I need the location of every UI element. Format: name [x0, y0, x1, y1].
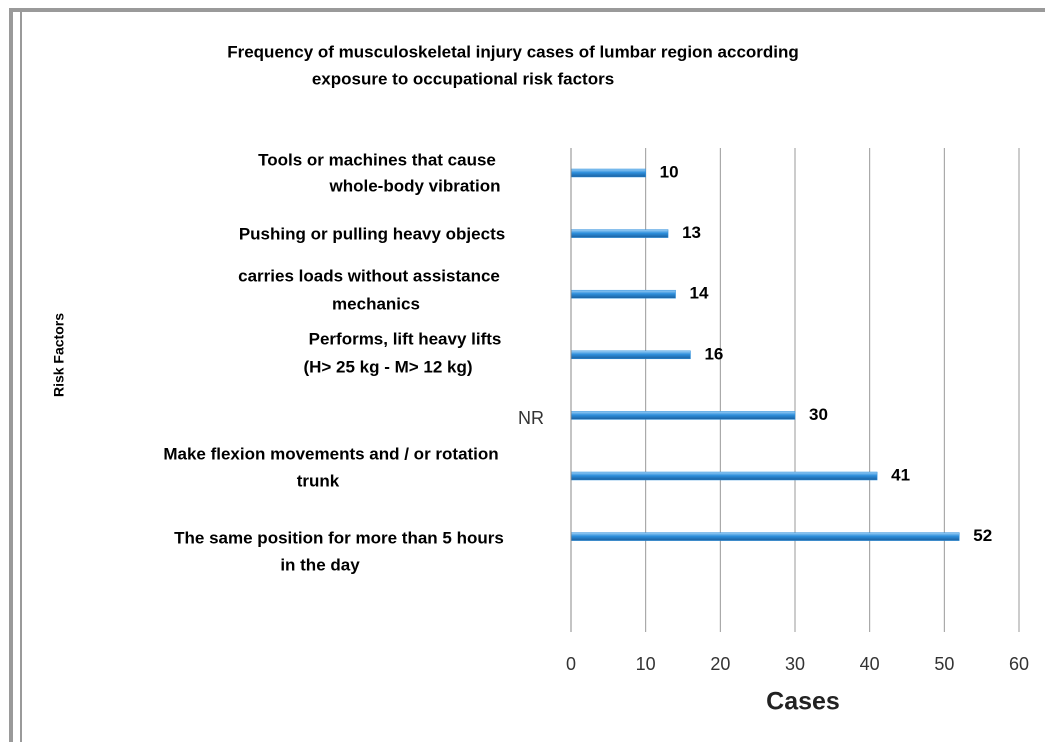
y-tick-label: mechanics [332, 294, 420, 313]
x-tick-label: 30 [785, 654, 805, 674]
bar [570, 168, 646, 178]
bar [570, 532, 960, 541]
y-tick-label: The same position for more than 5 hours [174, 528, 504, 547]
chart-title: exposure to occupational risk factors [312, 69, 614, 88]
value-label: 13 [682, 223, 701, 242]
value-label: 16 [704, 344, 723, 363]
bar [570, 471, 878, 481]
x-tick-label: 50 [934, 654, 954, 674]
y-tick-label: Tools or machines that cause [258, 150, 496, 169]
x-tick-label: 10 [636, 654, 656, 674]
value-label: 30 [809, 405, 828, 424]
y-axis-label: Risk Factors [51, 313, 67, 397]
y-tick-label: NR [518, 408, 544, 428]
value-label: 14 [690, 284, 709, 303]
value-label: 41 [891, 465, 910, 484]
y-tick-label: (H> 25 kg - M> 12 kg) [303, 357, 472, 376]
bar [570, 350, 691, 360]
y-tick-label: carries loads without assistance [238, 266, 500, 285]
chart-title: Frequency of musculoskeletal injury case… [227, 42, 799, 61]
bar [570, 229, 669, 238]
y-tick-label: whole-body vibration [329, 176, 501, 195]
y-tick-label: Pushing or pulling heavy objects [239, 224, 505, 243]
x-tick-label: 20 [710, 654, 730, 674]
value-label: 52 [973, 526, 992, 545]
x-axis-label: Cases [766, 688, 840, 716]
y-tick-label: trunk [297, 471, 340, 490]
y-tick-label: Performs, lift heavy lifts [309, 329, 502, 348]
value-label: 10 [660, 162, 679, 181]
x-tick-label: 60 [1009, 654, 1029, 674]
bar [570, 289, 676, 299]
y-tick-label: Make flexion movements and / or rotation [163, 444, 498, 463]
y-tick-label: in the day [280, 555, 360, 574]
x-tick-label: 40 [860, 654, 880, 674]
x-tick-label: 0 [566, 654, 576, 674]
bar [570, 411, 796, 420]
frame [9, 8, 1045, 742]
